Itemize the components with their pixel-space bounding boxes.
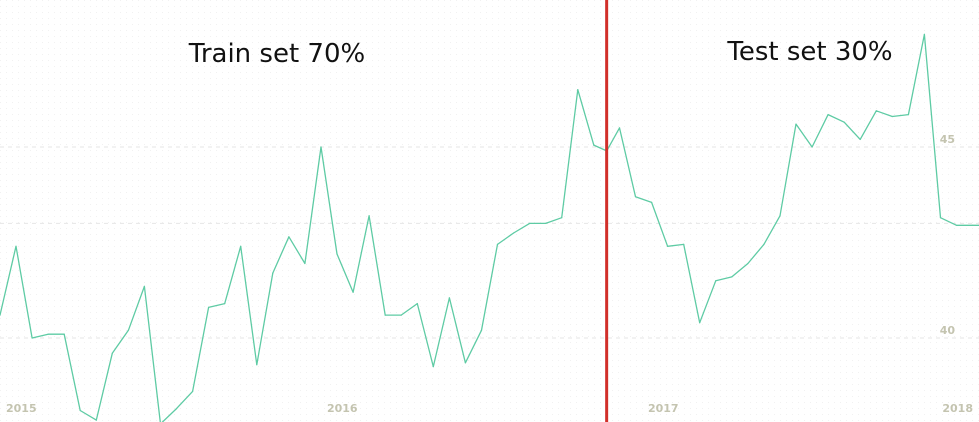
data-point [288,236,290,238]
data-point [175,408,178,410]
data-point [529,222,531,224]
x-tick-label-2018: 2018 [942,402,973,415]
data-point [795,123,797,125]
x-tick-label-2017: 2017 [648,402,679,415]
data-point [336,253,338,255]
data-point [955,224,958,226]
data-point [843,121,845,123]
y-tick-label-40: 40 [940,324,956,337]
tick-labels: 2015 2016 2017 2018 40 45 [6,133,973,415]
test-set-label: Test set 30% [726,37,892,67]
data-point [811,146,813,148]
data-point [972,224,974,226]
data-point [384,314,386,316]
data-point [618,127,621,129]
data-point [448,297,450,299]
data-point [683,243,685,245]
data-point [545,222,547,224]
data-point [859,138,861,140]
data-point [127,329,129,331]
data-point [480,329,483,331]
data-point [95,419,97,421]
data-point [352,291,354,293]
data-point [79,409,81,412]
data-point [593,144,595,146]
x-tick-label-2016: 2016 [327,402,358,415]
x-tick-label-2015: 2015 [6,402,37,415]
data-point [779,215,781,217]
data-point [304,262,306,265]
data-point [827,114,829,116]
data-point [731,276,733,278]
data-point [320,146,322,148]
data-point [240,245,242,247]
data-point [464,362,466,364]
data-point [715,280,717,282]
data-point [634,196,637,198]
data-point [432,366,434,368]
data-point [63,333,65,335]
data-point [561,217,563,219]
data-point [513,232,515,234]
data-point [143,285,145,287]
data-point [763,243,765,245]
data-point [192,390,194,392]
data-point [47,333,49,335]
data-point [368,215,370,217]
data-point [496,243,499,245]
data-point [400,314,402,316]
series-layer [0,33,979,422]
train-set-label: Train set 70% [188,39,365,69]
data-point [699,322,701,324]
data-point [747,262,749,265]
data-point [0,314,1,316]
data-point [208,306,210,308]
data-point [111,352,113,354]
data-point [416,303,418,305]
data-point [31,337,33,339]
data-point [651,201,653,203]
data-point [667,245,669,247]
data-point [891,115,893,118]
data-point [15,245,17,247]
data-point [907,114,910,116]
data-point [256,364,258,366]
data-point [875,110,877,112]
data-point [577,89,579,91]
y-tick-label-45: 45 [940,133,955,146]
data-point [923,33,926,36]
data-point [272,272,274,274]
data-point [939,217,942,219]
data-point [224,303,226,305]
